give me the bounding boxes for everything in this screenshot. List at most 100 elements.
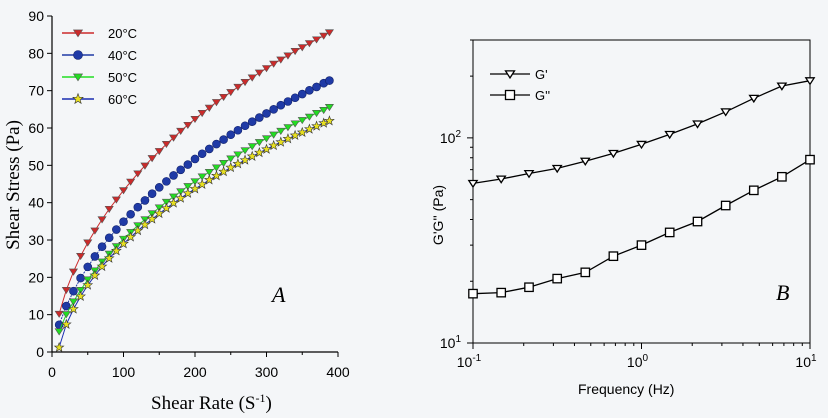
data-point	[318, 117, 330, 128]
data-point	[269, 105, 278, 114]
panel-a-y-tick-label: 10	[28, 307, 44, 323]
panel-b-series	[467, 77, 816, 299]
data-point	[204, 168, 214, 177]
data-point	[232, 158, 244, 169]
data-point	[205, 144, 214, 154]
legend-label: 60°C	[108, 92, 137, 107]
data-point	[76, 273, 85, 283]
data-point	[805, 154, 815, 165]
panel-a-y-tick-label: 70	[28, 83, 44, 99]
data-point	[182, 187, 194, 198]
data-point	[253, 146, 265, 158]
data-point	[254, 139, 264, 147]
data-point	[276, 56, 286, 64]
data-point	[76, 286, 86, 295]
data-point	[196, 178, 208, 189]
panel-a-y-label: Shear Stress (Pa)	[3, 120, 24, 250]
data-point	[276, 100, 286, 110]
panel-b-ticks: 10-1 100 101 101 102	[440, 39, 817, 370]
data-point	[325, 76, 334, 85]
data-point	[283, 97, 293, 106]
panel-b-label: B	[776, 280, 789, 305]
data-point	[161, 202, 172, 213]
data-point	[90, 227, 100, 235]
data-point	[219, 135, 228, 144]
data-point	[297, 44, 307, 52]
panel-a-y-tick-label: 30	[28, 232, 44, 248]
data-point	[496, 287, 507, 298]
data-point	[283, 124, 293, 132]
data-point	[283, 52, 293, 60]
data-point	[468, 288, 478, 299]
data-point	[275, 136, 287, 147]
data-point	[211, 164, 222, 172]
panel-a-y-tick-label: 60	[28, 120, 44, 136]
data-point	[608, 251, 619, 262]
panel-b-legend: G' G''	[490, 67, 550, 103]
legend-label: 50°C	[108, 70, 137, 85]
data-point	[197, 110, 207, 118]
panel-a-x-label: Shear Rate (S-1)	[151, 391, 272, 414]
data-point	[304, 113, 314, 121]
data-point	[161, 140, 171, 149]
data-point	[104, 233, 114, 243]
data-point	[246, 150, 258, 161]
data-point	[90, 252, 100, 261]
legend-marker	[73, 50, 83, 60]
data-point	[240, 121, 250, 131]
data-point	[692, 120, 703, 129]
data-point	[190, 178, 200, 186]
panel-a-y-tick-label: 20	[28, 269, 44, 285]
data-point	[54, 310, 64, 318]
data-point	[125, 231, 137, 242]
panel-a-label: A	[270, 282, 286, 307]
data-point	[276, 127, 286, 135]
data-point	[636, 240, 647, 250]
panel-b-y-tick-label: 101	[440, 334, 462, 351]
data-point	[75, 290, 86, 301]
data-point	[324, 104, 334, 112]
data-point	[254, 69, 264, 77]
data-point	[304, 40, 314, 48]
panel-b-x-tick-label: 101	[795, 353, 817, 370]
data-point	[255, 113, 264, 122]
data-point	[580, 267, 591, 278]
panel-a-x-tick-label: 400	[326, 364, 350, 380]
data-point	[76, 252, 86, 261]
data-point	[140, 196, 150, 205]
data-point	[126, 209, 135, 219]
data-point	[189, 183, 201, 194]
data-point	[60, 318, 72, 329]
data-point	[203, 174, 215, 185]
data-point	[467, 179, 479, 189]
data-point	[97, 216, 107, 224]
data-point	[225, 161, 237, 173]
data-point	[324, 29, 334, 37]
data-point	[720, 108, 732, 117]
data-point	[239, 154, 251, 165]
data-point	[168, 197, 179, 208]
data-point	[290, 48, 300, 56]
data-point	[247, 117, 257, 126]
data-point	[551, 164, 563, 174]
panel-a-ticks: 0 100 200 300 400 0 10 20 30 40 50 60 70 80 90	[28, 8, 349, 380]
data-point	[112, 225, 121, 234]
panel-a-y-tick-label: 90	[28, 8, 44, 24]
data-point	[211, 170, 222, 181]
panel-a-y-tick-label: 50	[28, 157, 44, 173]
data-point	[523, 170, 535, 179]
legend-marker	[504, 70, 516, 80]
data-point	[162, 177, 171, 186]
panel-a-y-tick-label: 80	[28, 45, 44, 61]
legend-marker	[72, 73, 84, 82]
data-point	[175, 192, 187, 203]
data-point	[147, 189, 157, 199]
data-point	[168, 193, 179, 201]
data-point	[296, 126, 308, 138]
data-point	[169, 171, 178, 180]
data-point	[305, 85, 314, 95]
data-point	[82, 279, 94, 290]
data-point	[133, 202, 143, 212]
data-point	[89, 269, 101, 281]
